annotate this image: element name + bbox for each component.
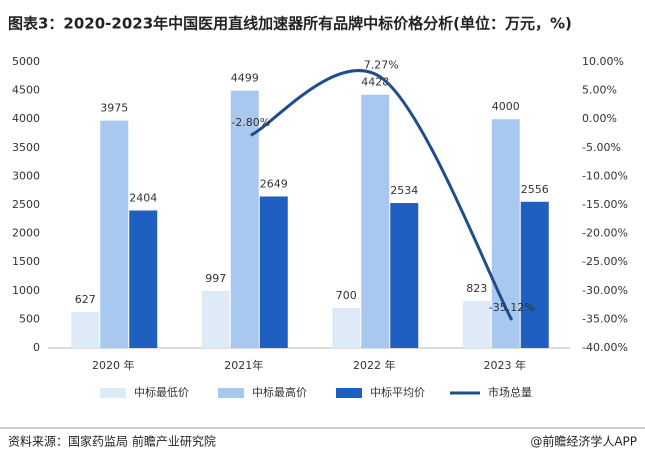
x-tick-label: 2022 年	[353, 358, 396, 372]
line-value-label: -2.80%	[231, 116, 270, 129]
y-tick-label: 3000	[12, 169, 40, 182]
bar	[462, 300, 491, 348]
bar	[201, 290, 230, 348]
y-tick-label: 1500	[12, 255, 40, 268]
credit: @前瞻经济学人APP	[530, 434, 637, 449]
y-tick-label: 2500	[12, 198, 40, 211]
bar	[259, 196, 288, 348]
legend-label: 市场总量	[488, 385, 532, 399]
legend-swatch	[100, 388, 126, 398]
value-label: 2534	[390, 184, 418, 197]
y2-tick-label: -40.00%	[582, 341, 628, 354]
x-tick-label: 2021年	[224, 358, 263, 372]
legend-swatch	[336, 388, 362, 398]
legend-label: 中标平均价	[370, 385, 425, 399]
y2-tick-label: -25.00%	[582, 255, 628, 268]
y-tick-label: 2000	[12, 227, 40, 240]
value-label: 3975	[100, 102, 128, 115]
line	[250, 69, 514, 321]
y-tick-label: 4500	[12, 84, 40, 97]
value-label: 627	[75, 293, 96, 306]
y-tick-label: 500	[19, 312, 40, 325]
value-label: 823	[466, 282, 487, 295]
value-label: 997	[205, 272, 226, 285]
value-label: 2556	[521, 183, 549, 196]
bar	[129, 210, 158, 348]
y-tick-label: 3500	[12, 141, 40, 154]
x-tick-label: 2020 年	[92, 358, 135, 372]
bar	[361, 94, 390, 348]
value-label: 4000	[492, 100, 520, 113]
x-tick-label: 2023 年	[484, 358, 527, 372]
legend-swatch	[218, 388, 244, 398]
y2-tick-label: -15.00%	[582, 198, 628, 211]
value-label: 4499	[231, 72, 259, 85]
y2-tick-label: -30.00%	[582, 284, 628, 297]
y-tick-label: 1000	[12, 284, 40, 297]
y2-tick-label: -5.00%	[582, 141, 621, 154]
legend-label: 中标最低价	[134, 385, 189, 399]
source: 资料来源：国家药监局 前瞻产业研究院	[8, 434, 216, 449]
y2-tick-label: 0.00%	[582, 112, 617, 125]
legend-label: 中标最高价	[252, 385, 307, 399]
y2-tick-label: -20.00%	[582, 227, 628, 240]
y-tick-label: 5000	[12, 55, 40, 68]
y-tick-label: 4000	[12, 112, 40, 125]
bar	[71, 312, 100, 348]
line-value-label: 7.27%	[364, 59, 399, 72]
value-label: 2404	[129, 191, 157, 204]
y2-tick-label: 5.00%	[582, 84, 617, 97]
bar	[390, 203, 419, 348]
y-tick-label: 0	[33, 341, 40, 354]
chart-title: 图表3：2020-2023年中国医用直线加速器所有品牌中标价格分析(单位：万元，…	[8, 15, 572, 33]
line-value-label: -35.12%	[489, 301, 535, 314]
bar	[332, 307, 361, 348]
value-label: 2649	[260, 177, 288, 190]
value-label: 700	[336, 289, 357, 302]
bar	[520, 201, 549, 348]
y2-tick-label: 10.00%	[582, 55, 624, 68]
y2-tick-label: -10.00%	[582, 169, 628, 182]
y2-tick-label: -35.00%	[582, 312, 628, 325]
bar	[230, 90, 259, 349]
bar	[100, 120, 129, 348]
